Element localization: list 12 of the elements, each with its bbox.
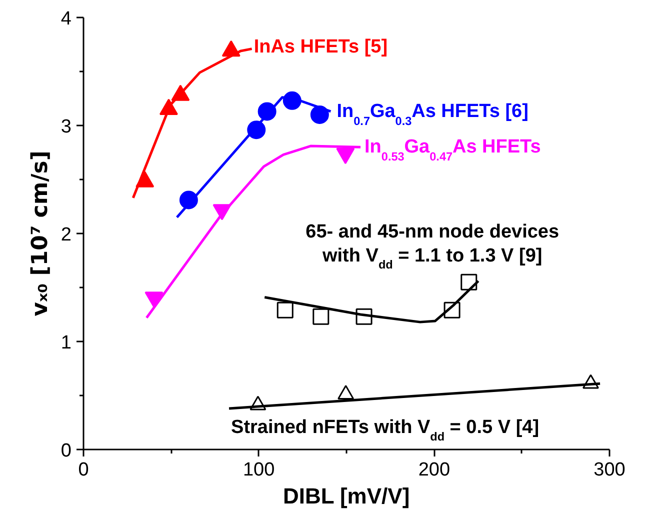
- y-tick-label: 1: [60, 332, 72, 354]
- y-tick-label: 3: [60, 116, 72, 138]
- x-tick-label: 200: [418, 460, 450, 480]
- y-axis-title: vₓ₀ [10⁷ cm/s]: [28, 150, 53, 316]
- x-tick-label: 300: [594, 460, 626, 480]
- y-tick-label: 0: [60, 440, 72, 462]
- series-label: InAs HFETs [5]: [254, 36, 388, 58]
- y-tick-label: 4: [60, 8, 72, 30]
- y-tick-label: 2: [60, 224, 72, 246]
- x-tick-label: 0: [78, 460, 89, 480]
- x-tick-label: 100: [242, 460, 275, 480]
- x-axis-title: DIBL [mV/V]: [282, 484, 410, 508]
